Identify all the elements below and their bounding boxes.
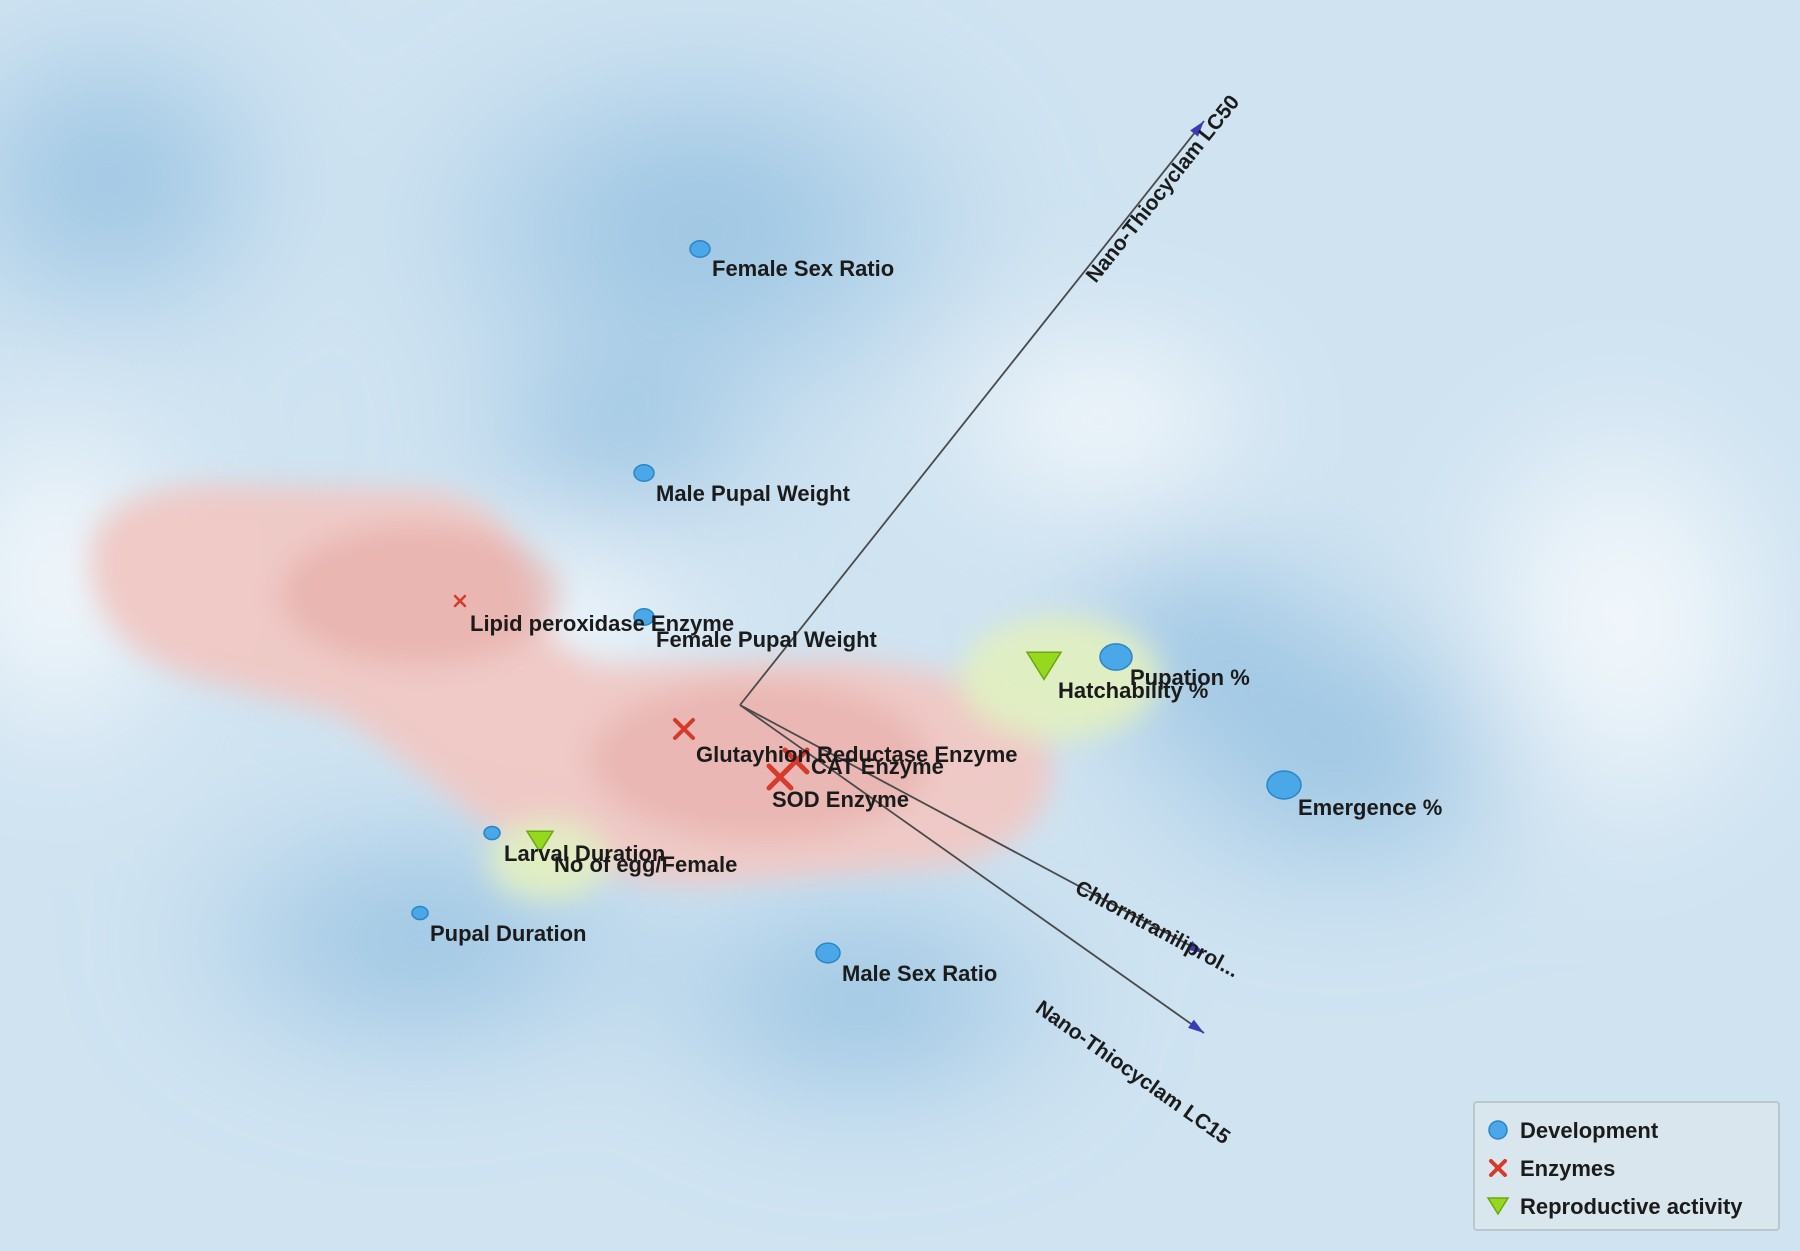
biplot-axis-nano-thiocyclam-lc50 (739, 120, 1205, 706)
legend-triangle-icon (1486, 1197, 1510, 1216)
point-label-lipid-peroxidase-enzyme: Lipid peroxidase Enzyme (470, 611, 734, 636)
biplot-axes (739, 120, 1205, 1034)
arrowhead-icon (1188, 1019, 1204, 1033)
point-label-male-pupal-weight: Male Pupal Weight (656, 481, 851, 506)
point-label-female-pupal-weight: Female Pupal Weight (656, 627, 878, 652)
point-label-female-sex-ratio: Female Sex Ratio (712, 256, 894, 281)
point-label-larval-duration: Larval Duration (504, 841, 665, 866)
point-female-sex-ratio (689, 240, 711, 258)
legend-label-reproductive-activity: Reproductive activity (1520, 1194, 1743, 1219)
legend-circle-icon (1488, 1120, 1508, 1140)
legend-label-enzymes: Enzymes (1520, 1156, 1615, 1181)
reproductive-cluster-region-left (488, 820, 608, 900)
biplot-axis-chlorntraniliprol (739, 704, 1205, 954)
legend-cross-icon (1489, 1159, 1507, 1177)
arrowhead-icon (1187, 941, 1204, 953)
point-label-male-sex-ratio: Male Sex Ratio (842, 961, 997, 986)
point-female-pupal-weight (633, 608, 655, 626)
point-sod-enzyme (766, 763, 794, 791)
legend-box (1473, 1101, 1780, 1231)
point-lipid-peroxidase-enzyme (453, 594, 467, 608)
point-label-sod-enzyme: SOD Enzyme (772, 787, 909, 812)
point-label-pupation: Pupation % (1130, 665, 1250, 690)
point-no-of-egg-female (525, 830, 555, 854)
point-label-hatchability: Hatchability % (1058, 678, 1208, 703)
point-label-no-of-egg-female: No of egg/Female (554, 852, 737, 877)
point-hatchability (1025, 651, 1063, 681)
point-pupal-duration (411, 905, 429, 921)
point-larval-duration (483, 825, 501, 841)
point-male-sex-ratio (815, 942, 841, 964)
biplot-axis-nano-thiocyclam-lc15 (739, 704, 1205, 1034)
arrowhead-icon (1190, 121, 1204, 137)
point-label-glutayhion-reductase-enzyme: Glutayhion Reductase Enzyme (696, 742, 1018, 767)
point-emergence (1266, 770, 1302, 800)
legend-label-development: Development (1520, 1118, 1659, 1143)
point-glutayhion-reductase-enzyme (672, 717, 696, 741)
point-label-emergence: Emergence % (1298, 795, 1442, 820)
point-label-pupal-duration: Pupal Duration (430, 921, 586, 946)
legend: Development Enzymes Reproductive activit… (1473, 1101, 1780, 1231)
point-pupation (1099, 643, 1133, 671)
point-label-cat-enzyme: CAT Enzyme (811, 754, 944, 779)
point-male-pupal-weight (633, 464, 655, 482)
data-points (411, 240, 1302, 964)
